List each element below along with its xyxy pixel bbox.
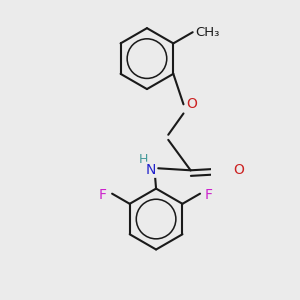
Text: F: F [205,188,213,202]
Text: N: N [146,163,156,177]
Text: O: O [187,97,197,111]
Text: H: H [139,153,148,166]
Text: CH₃: CH₃ [196,26,220,39]
Text: F: F [99,188,107,202]
Text: O: O [233,163,244,177]
